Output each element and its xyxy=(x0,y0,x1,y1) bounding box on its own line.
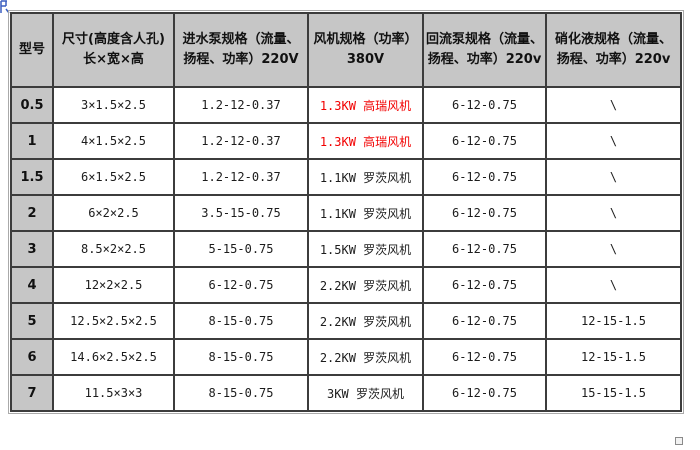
inlet-pump-cell: 5-15-0.75 xyxy=(173,230,309,268)
model-cell: 5 xyxy=(10,302,54,340)
return-pump-cell: 6-12-0.75 xyxy=(422,86,547,124)
col-header-model-label: 型号 xyxy=(18,41,45,57)
col-header-return-pump: 回流泵规格（流量、 扬程、功率）220v xyxy=(422,12,547,88)
return-pump-cell: 6-12-0.75 xyxy=(422,194,547,232)
model-cell: 4 xyxy=(10,266,54,304)
return-pump-cell: 6-12-0.75 xyxy=(422,158,547,196)
fan-cell: 2.2KW 罗茨风机 xyxy=(307,266,424,304)
table-row: 2 6×2×2.5 3.5-15-0.75 1.1KW 罗茨风机 6-12-0.… xyxy=(10,194,682,232)
nitrification-cell: 12-15-1.5 xyxy=(545,338,682,376)
model-cell: 3 xyxy=(10,230,54,268)
return-pump-cell: 6-12-0.75 xyxy=(422,230,547,268)
dims-cell: 11.5×3×3 xyxy=(52,374,175,412)
inlet-pump-cell: 1.2-12-0.37 xyxy=(173,158,309,196)
fan-cell: 1.1KW 罗茨风机 xyxy=(307,158,424,196)
fan-cell: 1.3KW 高瑞风机 xyxy=(307,86,424,124)
dims-cell: 3×1.5×2.5 xyxy=(52,86,175,124)
col-header-model: 型号 xyxy=(10,12,54,88)
nitrification-cell: \ xyxy=(545,266,682,304)
table-row: 3 8.5×2×2.5 5-15-0.75 1.5KW 罗茨风机 6-12-0.… xyxy=(10,230,682,268)
dims-cell: 6×2×2.5 xyxy=(52,194,175,232)
dims-cell: 6×1.5×2.5 xyxy=(52,158,175,196)
table-row: 6 14.6×2.5×2.5 8-15-0.75 2.2KW 罗茨风机 6-12… xyxy=(10,338,682,376)
fan-cell: 1.3KW 高瑞风机 xyxy=(307,122,424,160)
table-row: 5 12.5×2.5×2.5 8-15-0.75 2.2KW 罗茨风机 6-12… xyxy=(10,302,682,340)
header-row: 型号 尺寸(高度含人孔) 长×宽×高 进水泵规格（流量、 扬程、功率）220V … xyxy=(10,12,682,88)
table-row: 7 11.5×3×3 8-15-0.75 3KW 罗茨风机 6-12-0.75 … xyxy=(10,374,682,412)
inlet-pump-cell: 8-15-0.75 xyxy=(173,338,309,376)
return-pump-cell: 6-12-0.75 xyxy=(422,338,547,376)
fan-cell: 1.5KW 罗茨风机 xyxy=(307,230,424,268)
return-pump-cell: 6-12-0.75 xyxy=(422,266,547,304)
table-row: 0.5 3×1.5×2.5 1.2-12-0.37 1.3KW 高瑞风机 6-1… xyxy=(10,86,682,124)
model-cell: 6 xyxy=(10,338,54,376)
nitrification-cell: \ xyxy=(545,86,682,124)
table-anchor-icon[interactable] xyxy=(0,0,10,15)
nitrification-cell: \ xyxy=(545,122,682,160)
fan-cell: 3KW 罗茨风机 xyxy=(307,374,424,412)
model-cell: 2 xyxy=(10,194,54,232)
fan-cell: 2.2KW 罗茨风机 xyxy=(307,338,424,376)
table-body: 0.5 3×1.5×2.5 1.2-12-0.37 1.3KW 高瑞风机 6-1… xyxy=(10,86,682,412)
inlet-pump-cell: 3.5-15-0.75 xyxy=(173,194,309,232)
col-header-fan: 风机规格（功率） 380V xyxy=(307,12,424,88)
table-row: 1.5 6×1.5×2.5 1.2-12-0.37 1.1KW 罗茨风机 6-1… xyxy=(10,158,682,196)
spec-table-container: 型号 尺寸(高度含人孔) 长×宽×高 进水泵规格（流量、 扬程、功率）220V … xyxy=(8,10,684,438)
nitrification-cell: 12-15-1.5 xyxy=(545,302,682,340)
col-header-dims: 尺寸(高度含人孔) 长×宽×高 xyxy=(52,12,175,88)
fan-cell: 1.1KW 罗茨风机 xyxy=(307,194,424,232)
dims-cell: 14.6×2.5×2.5 xyxy=(52,338,175,376)
spec-table: 型号 尺寸(高度含人孔) 长×宽×高 进水泵规格（流量、 扬程、功率）220V … xyxy=(8,10,684,414)
model-cell: 0.5 xyxy=(10,86,54,124)
dims-cell: 12.5×2.5×2.5 xyxy=(52,302,175,340)
inlet-pump-cell: 1.2-12-0.37 xyxy=(173,122,309,160)
col-header-inlet-pump: 进水泵规格（流量、 扬程、功率）220V xyxy=(173,12,309,88)
table-row: 4 12×2×2.5 6-12-0.75 2.2KW 罗茨风机 6-12-0.7… xyxy=(10,266,682,304)
nitrification-cell: \ xyxy=(545,194,682,232)
table-resize-handle[interactable] xyxy=(675,437,683,445)
col-header-nitrification: 硝化液规格（流量、 扬程、功率）220v xyxy=(545,12,682,88)
model-cell: 1.5 xyxy=(10,158,54,196)
table-row: 1 4×1.5×2.5 1.2-12-0.37 1.3KW 高瑞风机 6-12-… xyxy=(10,122,682,160)
return-pump-cell: 6-12-0.75 xyxy=(422,302,547,340)
inlet-pump-cell: 8-15-0.75 xyxy=(173,374,309,412)
return-pump-cell: 6-12-0.75 xyxy=(422,374,547,412)
dims-cell: 4×1.5×2.5 xyxy=(52,122,175,160)
inlet-pump-cell: 1.2-12-0.37 xyxy=(173,86,309,124)
nitrification-cell: \ xyxy=(545,158,682,196)
nitrification-cell: 15-15-1.5 xyxy=(545,374,682,412)
inlet-pump-cell: 6-12-0.75 xyxy=(173,266,309,304)
model-cell: 7 xyxy=(10,374,54,412)
dims-cell: 8.5×2×2.5 xyxy=(52,230,175,268)
model-cell: 1 xyxy=(10,122,54,160)
dims-cell: 12×2×2.5 xyxy=(52,266,175,304)
nitrification-cell: \ xyxy=(545,230,682,268)
inlet-pump-cell: 8-15-0.75 xyxy=(173,302,309,340)
return-pump-cell: 6-12-0.75 xyxy=(422,122,547,160)
fan-cell: 2.2KW 罗茨风机 xyxy=(307,302,424,340)
